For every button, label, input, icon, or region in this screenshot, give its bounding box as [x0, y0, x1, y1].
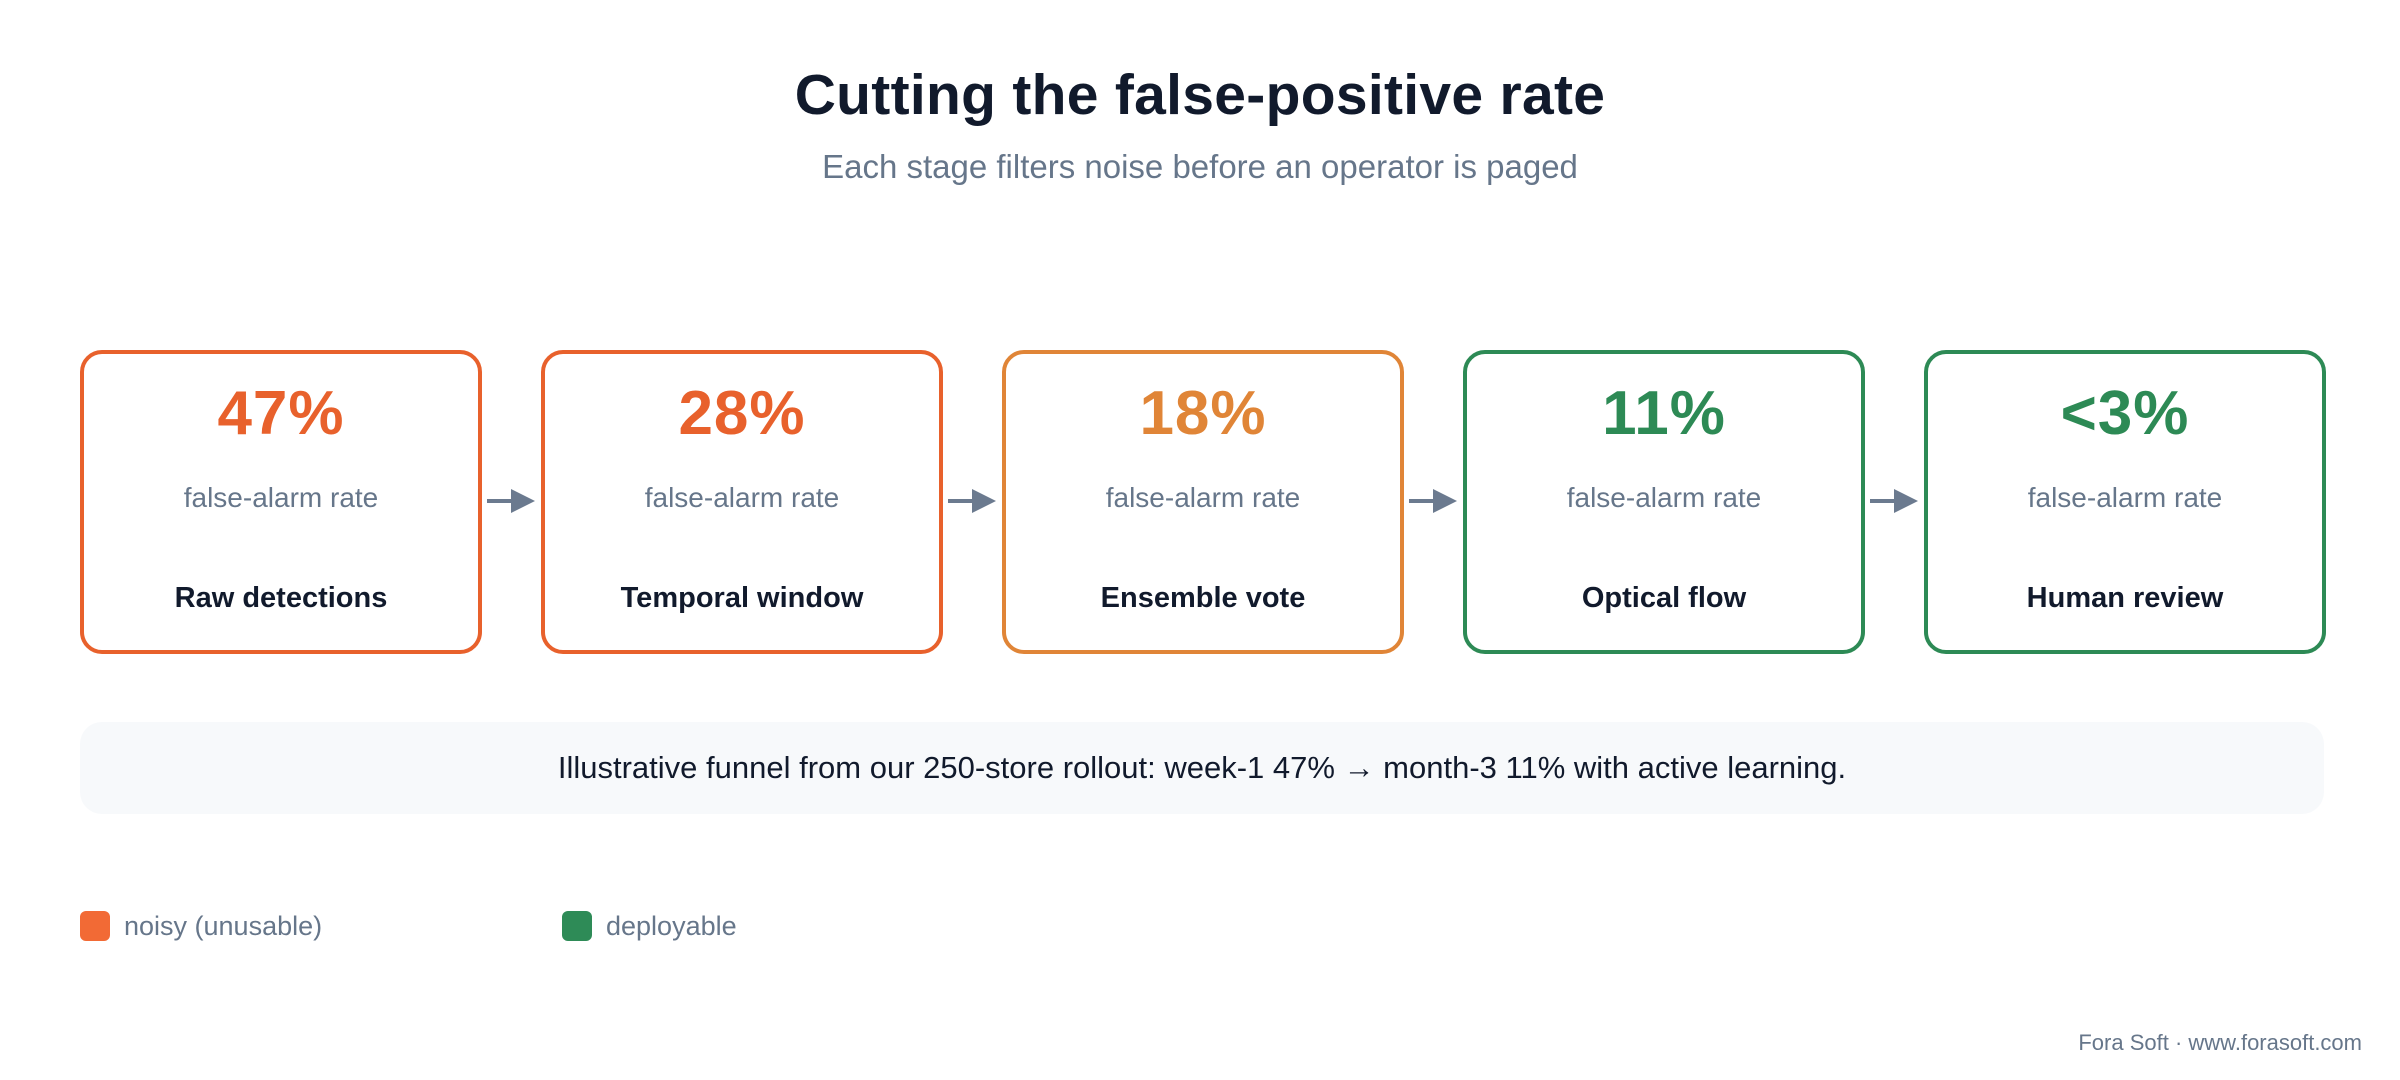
stage-value: 47%	[217, 379, 345, 448]
stage-card-human-review: <3% false-alarm rate Human review	[1924, 350, 2326, 654]
page-subtitle: Each stage filters noise before an opera…	[822, 148, 1578, 185]
stage-name: Optical flow	[1581, 582, 1747, 614]
stage-name: Human review	[2026, 582, 2224, 614]
arrow-right-icon	[487, 489, 535, 513]
legend-swatch-noisy	[80, 911, 110, 941]
stage-metric: false-alarm rate	[183, 482, 379, 513]
stage-card-temporal-window: 28% false-alarm rate Temporal window	[541, 350, 943, 654]
stage-metric: false-alarm rate	[644, 482, 840, 513]
arrow-right-icon	[948, 489, 996, 513]
page-title: Cutting the false-positive rate	[794, 63, 1606, 127]
stage-metric: false-alarm rate	[1105, 482, 1301, 513]
stage-card-ensemble-vote: 18% false-alarm rate Ensemble vote	[1002, 350, 1404, 654]
footer-credit: Fora Soft · www.forasoft.com	[2078, 1030, 2362, 1055]
stage-value: 11%	[1602, 379, 1726, 448]
legend-item-deployable: deployable	[562, 910, 737, 942]
stage-card-raw-detections: 47% false-alarm rate Raw detections	[80, 350, 482, 654]
note-text: Illustrative funnel from our 250-store r…	[557, 750, 1847, 785]
stage-name: Temporal window	[620, 582, 864, 614]
legend-item-noisy: noisy (unusable)	[80, 910, 322, 942]
stage-metric: false-alarm rate	[2027, 482, 2223, 513]
stage-card-optical-flow: 11% false-alarm rate Optical flow	[1463, 350, 1865, 654]
stage-value: 28%	[678, 379, 806, 448]
legend-label: noisy (unusable)	[124, 910, 323, 941]
stage-value: 18%	[1139, 379, 1267, 448]
legend-swatch-deployable	[562, 911, 592, 941]
note-panel: Illustrative funnel from our 250-store r…	[80, 722, 2324, 814]
legend-label: deployable	[606, 910, 737, 941]
stage-name: Ensemble vote	[1100, 582, 1306, 614]
arrow-right-icon	[1409, 489, 1457, 513]
stage-name: Raw detections	[174, 582, 388, 614]
stage-metric: false-alarm rate	[1566, 482, 1762, 513]
stage-value: <3%	[2060, 379, 2190, 448]
arrow-right-icon	[1870, 489, 1918, 513]
